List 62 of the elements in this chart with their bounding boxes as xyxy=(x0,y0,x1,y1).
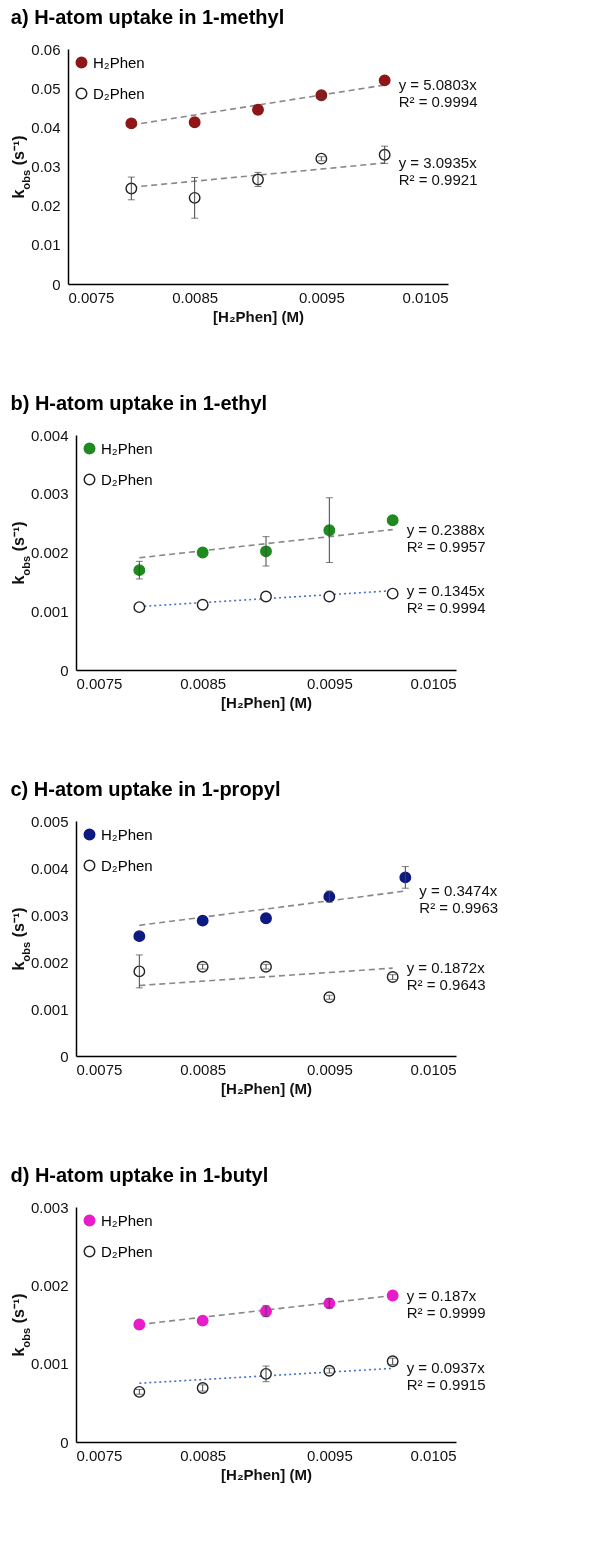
y-tick-label: 0.001 xyxy=(30,602,69,620)
annotation: y = 3.0935x R² = 0.9921 xyxy=(398,153,478,188)
chart-title: c) H-atom uptake in 1-propyl xyxy=(10,778,281,800)
y-tick-label: 0.005 xyxy=(30,812,69,830)
y-tick-label: 0 xyxy=(60,1433,69,1451)
annotation: y = 0.1345x R² = 0.9994 xyxy=(406,581,486,616)
y-tick-label: 0.002 xyxy=(30,544,69,561)
y-tick-label: 0.003 xyxy=(30,1198,69,1216)
y-tick-label: 0.004 xyxy=(30,426,69,444)
y-tick-label: 0.003 xyxy=(30,906,69,924)
y-tick-label: 0.002 xyxy=(30,953,69,971)
legend-label: H₂Phen xyxy=(101,825,153,843)
x-tick-label: 0.0095 xyxy=(306,674,353,692)
legend-label: H₂Phen xyxy=(101,439,153,457)
x-tick-label: 0.0095 xyxy=(298,288,345,306)
y-tick-label: 0.003 xyxy=(30,485,69,503)
annotation: y = 0.3474x R² = 0.9963 xyxy=(419,882,499,917)
y-tick-label: 0 xyxy=(52,275,61,293)
y-tick-label: 0.01 xyxy=(31,236,61,254)
legend-label: D₂Phen xyxy=(101,856,153,874)
y-tick-label: 0.004 xyxy=(30,859,69,877)
chart-title: a) H-atom uptake in 1-methyl xyxy=(10,6,285,28)
chart-title: d) H-atom uptake in 1-butyl xyxy=(10,1164,269,1186)
y-tick-label: 0 xyxy=(60,661,69,679)
y-tick-label: 0.001 xyxy=(30,1355,69,1373)
legend-label: D₂Phen xyxy=(101,470,153,488)
y-tick-label: 0.05 xyxy=(31,79,61,97)
x-axis-title: [H₂Phen] (M) xyxy=(221,1079,312,1097)
x-tick-label: 0.0105 xyxy=(410,674,457,692)
x-tick-label: 0.0105 xyxy=(410,1060,457,1078)
annotation: y = 0.2388x R² = 0.9957 xyxy=(406,520,486,555)
x-tick-label: 0.0085 xyxy=(180,1060,227,1078)
x-tick-label: 0.0105 xyxy=(410,1446,457,1464)
x-tick-label: 0.0075 xyxy=(76,1446,123,1464)
x-axis-title: [H₂Phen] (M) xyxy=(213,307,304,325)
y-tick-label: 0.001 xyxy=(30,1000,69,1018)
annotation: y = 5.0803x R² = 0.9994 xyxy=(398,76,478,111)
y-tick-label: 0.03 xyxy=(31,158,61,175)
y-tick-label: 0.02 xyxy=(31,197,61,215)
x-tick-label: 0.0095 xyxy=(306,1060,353,1078)
y-tick-label: 0 xyxy=(60,1047,69,1065)
legend-label: H₂Phen xyxy=(101,1211,153,1229)
y-tick-label: 0.06 xyxy=(31,40,61,58)
x-tick-label: 0.0095 xyxy=(306,1446,353,1464)
legend-label: H₂Phen xyxy=(93,53,145,71)
annotation: y = 0.187x R² = 0.9999 xyxy=(406,1286,486,1321)
legend-label: D₂Phen xyxy=(101,1242,153,1260)
x-tick-label: 0.0085 xyxy=(180,674,227,692)
x-tick-label: 0.0075 xyxy=(76,1060,123,1078)
legend-label: D₂Phen xyxy=(93,84,145,102)
y-tick-label: 0.04 xyxy=(31,118,61,136)
x-tick-label: 0.0075 xyxy=(68,288,115,306)
x-tick-label: 0.0105 xyxy=(402,288,449,306)
y-tick-label: 0.002 xyxy=(30,1276,69,1294)
x-axis-title: [H₂Phen] (M) xyxy=(221,1465,312,1483)
annotation: y = 0.0937x R² = 0.9915 xyxy=(406,1359,486,1394)
chart-title: b) H-atom uptake in 1-ethyl xyxy=(10,392,268,414)
x-tick-label: 0.0085 xyxy=(180,1446,227,1464)
x-axis-title: [H₂Phen] (M) xyxy=(221,693,312,711)
x-tick-label: 0.0075 xyxy=(76,674,123,692)
annotation: y = 0.1872x R² = 0.9643 xyxy=(406,959,486,994)
x-tick-label: 0.0085 xyxy=(172,288,219,306)
